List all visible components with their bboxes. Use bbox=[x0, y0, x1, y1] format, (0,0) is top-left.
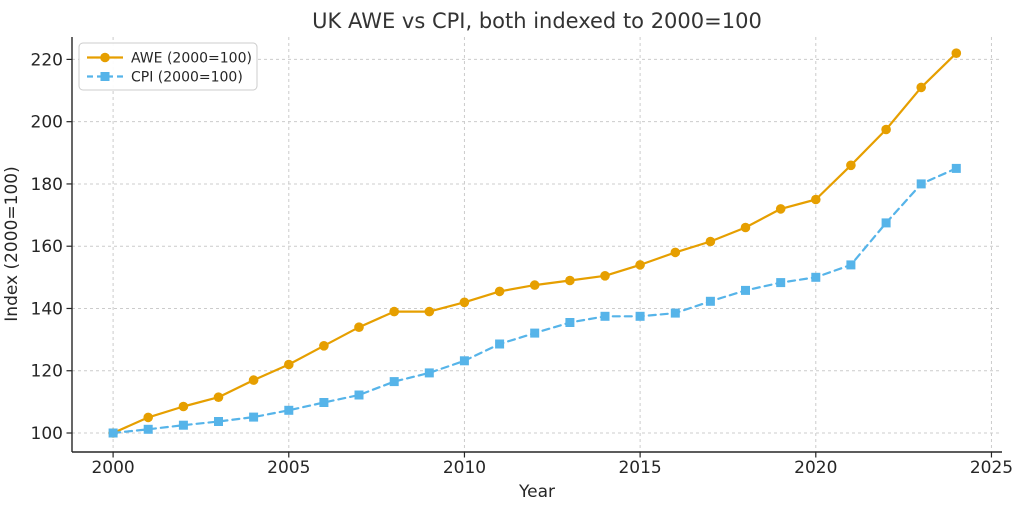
awe-marker bbox=[494, 286, 505, 297]
cpi-marker bbox=[811, 272, 821, 282]
awe-marker bbox=[775, 204, 786, 214]
cpi-marker bbox=[389, 377, 399, 387]
cpi-marker bbox=[424, 368, 434, 378]
awe-marker bbox=[846, 160, 856, 171]
awe-marker bbox=[529, 280, 540, 290]
cpi-marker bbox=[600, 311, 610, 321]
y-tick-label: 140 bbox=[31, 299, 63, 319]
y-axis-label: Index (2000=100) bbox=[2, 166, 22, 321]
awe-marker bbox=[319, 341, 329, 351]
x-axis-label: Year bbox=[518, 482, 555, 502]
cpi-marker bbox=[881, 218, 891, 228]
awe-marker bbox=[389, 306, 400, 317]
awe-marker bbox=[951, 48, 962, 58]
cpi-marker bbox=[635, 311, 645, 321]
x-tick-label: 2025 bbox=[970, 458, 1013, 478]
y-tick-label: 100 bbox=[31, 424, 63, 444]
awe-line bbox=[111, 52, 958, 435]
cpi-marker bbox=[178, 420, 188, 430]
cpi-marker bbox=[459, 356, 469, 366]
awe-marker bbox=[459, 297, 470, 308]
cpi-marker bbox=[354, 390, 364, 400]
awe-marker bbox=[284, 359, 294, 370]
cpi-marker bbox=[214, 417, 223, 426]
awe-marker bbox=[248, 375, 259, 385]
x-tick-label: 2010 bbox=[443, 458, 486, 478]
axes: 2000 2005 2010 2015 2020 2025 100 120 140 160 180 2… bbox=[31, 37, 1013, 478]
awe-marker bbox=[916, 82, 926, 93]
cpi-marker bbox=[776, 278, 786, 288]
y-tick-label: 160 bbox=[31, 237, 63, 257]
awe-marker bbox=[565, 275, 575, 286]
cpi-marker bbox=[143, 424, 153, 434]
cpi-marker bbox=[495, 339, 505, 349]
legend: AWE (2000=100) CPI (2000=100) bbox=[78, 42, 258, 91]
awe-marker bbox=[213, 392, 224, 403]
awe-marker bbox=[424, 306, 435, 317]
cpi-marker bbox=[319, 398, 329, 407]
y-tick-label: 220 bbox=[31, 50, 63, 70]
x-tick-label: 2005 bbox=[267, 458, 310, 478]
grid-lines bbox=[72, 37, 1002, 452]
awe-marker bbox=[881, 124, 891, 135]
awe-marker bbox=[354, 322, 364, 333]
legend-cpi-marker-sample bbox=[100, 72, 110, 81]
awe-marker bbox=[600, 271, 610, 281]
data-series bbox=[108, 48, 962, 438]
cpi-marker bbox=[670, 308, 680, 318]
legend-box bbox=[78, 42, 258, 91]
x-tick-label: 2020 bbox=[794, 458, 837, 478]
cpi-marker bbox=[565, 318, 575, 327]
cpi-marker bbox=[846, 260, 856, 270]
y-tick-label: 120 bbox=[31, 362, 63, 382]
cpi-marker bbox=[249, 412, 259, 422]
legend-label-awe: AWE (2000=100) bbox=[131, 51, 252, 67]
awe-marker bbox=[811, 194, 821, 205]
x-tick-label: 2000 bbox=[91, 458, 134, 478]
cpi-marker bbox=[951, 163, 961, 173]
y-tick-label: 180 bbox=[31, 175, 63, 195]
legend-label-cpi: CPI (2000=100) bbox=[131, 70, 243, 86]
awe-marker bbox=[635, 260, 645, 270]
awe-marker bbox=[705, 236, 716, 247]
chart-title: UK AWE vs CPI, both indexed to 2000=100 bbox=[312, 9, 762, 33]
x-tick-label: 2015 bbox=[618, 458, 661, 478]
awe-marker bbox=[740, 222, 751, 233]
awe-marker bbox=[670, 247, 681, 258]
awe-marker bbox=[143, 412, 153, 423]
cpi-line bbox=[111, 167, 958, 435]
cpi-marker bbox=[284, 405, 294, 415]
legend-awe-marker-sample bbox=[100, 52, 110, 63]
awe-marker bbox=[178, 401, 189, 412]
cpi-marker bbox=[530, 328, 540, 338]
cpi-marker bbox=[741, 285, 750, 295]
cpi-marker bbox=[916, 179, 926, 189]
y-tick-label: 200 bbox=[31, 113, 63, 133]
cpi-marker bbox=[108, 428, 118, 438]
cpi-marker bbox=[705, 296, 715, 306]
